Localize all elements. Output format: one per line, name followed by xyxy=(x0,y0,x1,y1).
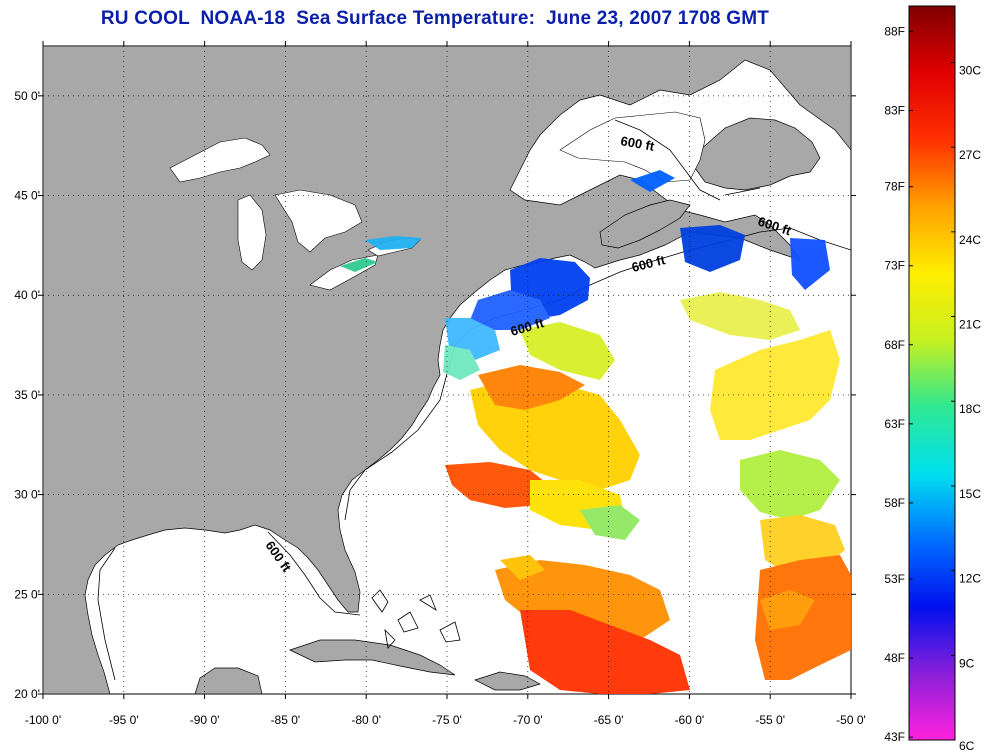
colorbar-ticks: 43F 48F 53F 58F 63F 68F 73F 78F 83F 88F 6C 9C 12C 15C… xyxy=(884,24,981,753)
lat-tick-label: 40 0' xyxy=(14,288,40,302)
colorbar-c-label: 15C xyxy=(959,487,981,501)
colorbar-c-label: 18C xyxy=(959,402,981,416)
colorbar-f-label: 88F xyxy=(884,24,905,38)
colorbar-c-label: 24C xyxy=(959,233,981,247)
colorbar-f-label: 83F xyxy=(884,103,905,117)
colorbar-f-label: 53F xyxy=(884,572,905,586)
lon-tick-label: -95 0' xyxy=(109,713,139,727)
lake-huron xyxy=(274,189,363,253)
lon-tick-label: -75 0' xyxy=(432,713,462,727)
lon-tick-label: -85 0' xyxy=(271,713,301,727)
colorbar-f-label: 58F xyxy=(884,496,905,510)
lon-tick-label: -70 0' xyxy=(513,713,543,727)
colorbar-c-label: 6C xyxy=(959,739,975,753)
colorbar-f-label: 48F xyxy=(884,651,905,665)
lake-superior xyxy=(169,137,271,183)
colorbar-c-label: 30C xyxy=(959,63,981,77)
hispaniola-land xyxy=(474,671,541,691)
lat-tick-label: 35 0' xyxy=(14,388,40,402)
lon-tick-label: -50 0' xyxy=(836,713,866,727)
colorbar-f-label: 78F xyxy=(884,180,905,194)
colorbar-c-label: 9C xyxy=(959,656,975,670)
sst-swaths xyxy=(340,170,851,694)
map-grid xyxy=(43,46,851,694)
lon-tick-label: -65 0' xyxy=(594,713,624,727)
lat-tick-label: 50 0' xyxy=(14,89,40,103)
colorbar-c-label: 27C xyxy=(959,148,981,162)
cuba-land xyxy=(289,639,456,676)
lat-tick-label: 30 0' xyxy=(14,488,40,502)
bahamas-islands xyxy=(371,589,461,649)
lat-tick-label: 20 0' xyxy=(14,687,40,701)
lon-tick-label: -55 0' xyxy=(755,713,785,727)
lon-tick-label: -100 0' xyxy=(25,713,61,727)
colorbar-f-label: 43F xyxy=(884,730,905,744)
colorbar-f-label: 73F xyxy=(884,259,905,273)
nova-scotia-land xyxy=(599,199,691,249)
gulf-st-lawrence xyxy=(559,111,706,183)
colorbar-c-label: 21C xyxy=(959,318,981,332)
temperature-colorbar xyxy=(908,5,956,741)
isobath-label-1: 600 ft xyxy=(619,133,656,154)
lon-tick-label: -60 0' xyxy=(675,713,705,727)
latitude-ticks: 20 0' 25 0' 30 0' 35 0' 40 0' 45 0' 50 0' xyxy=(14,89,856,701)
lake-michigan xyxy=(237,194,267,271)
lon-tick-label: -80 0' xyxy=(351,713,381,727)
colorbar-c-label: 12C xyxy=(959,572,981,586)
lon-tick-label: -90 0' xyxy=(190,713,220,727)
colorbar-f-label: 63F xyxy=(884,417,905,431)
map-title: RU COOL NOAA-18 Sea Surface Temperature:… xyxy=(100,8,770,29)
yucatan-land xyxy=(194,667,263,694)
newfoundland-land xyxy=(694,117,821,191)
colorbar-f-label: 68F xyxy=(884,338,905,352)
lat-tick-label: 25 0' xyxy=(14,587,40,601)
lat-tick-label: 45 0' xyxy=(14,189,40,203)
longitude-ticks: -100 0' -95 0' -90 0' -85 0' -80 0' -75 0' -70… xyxy=(25,41,866,727)
